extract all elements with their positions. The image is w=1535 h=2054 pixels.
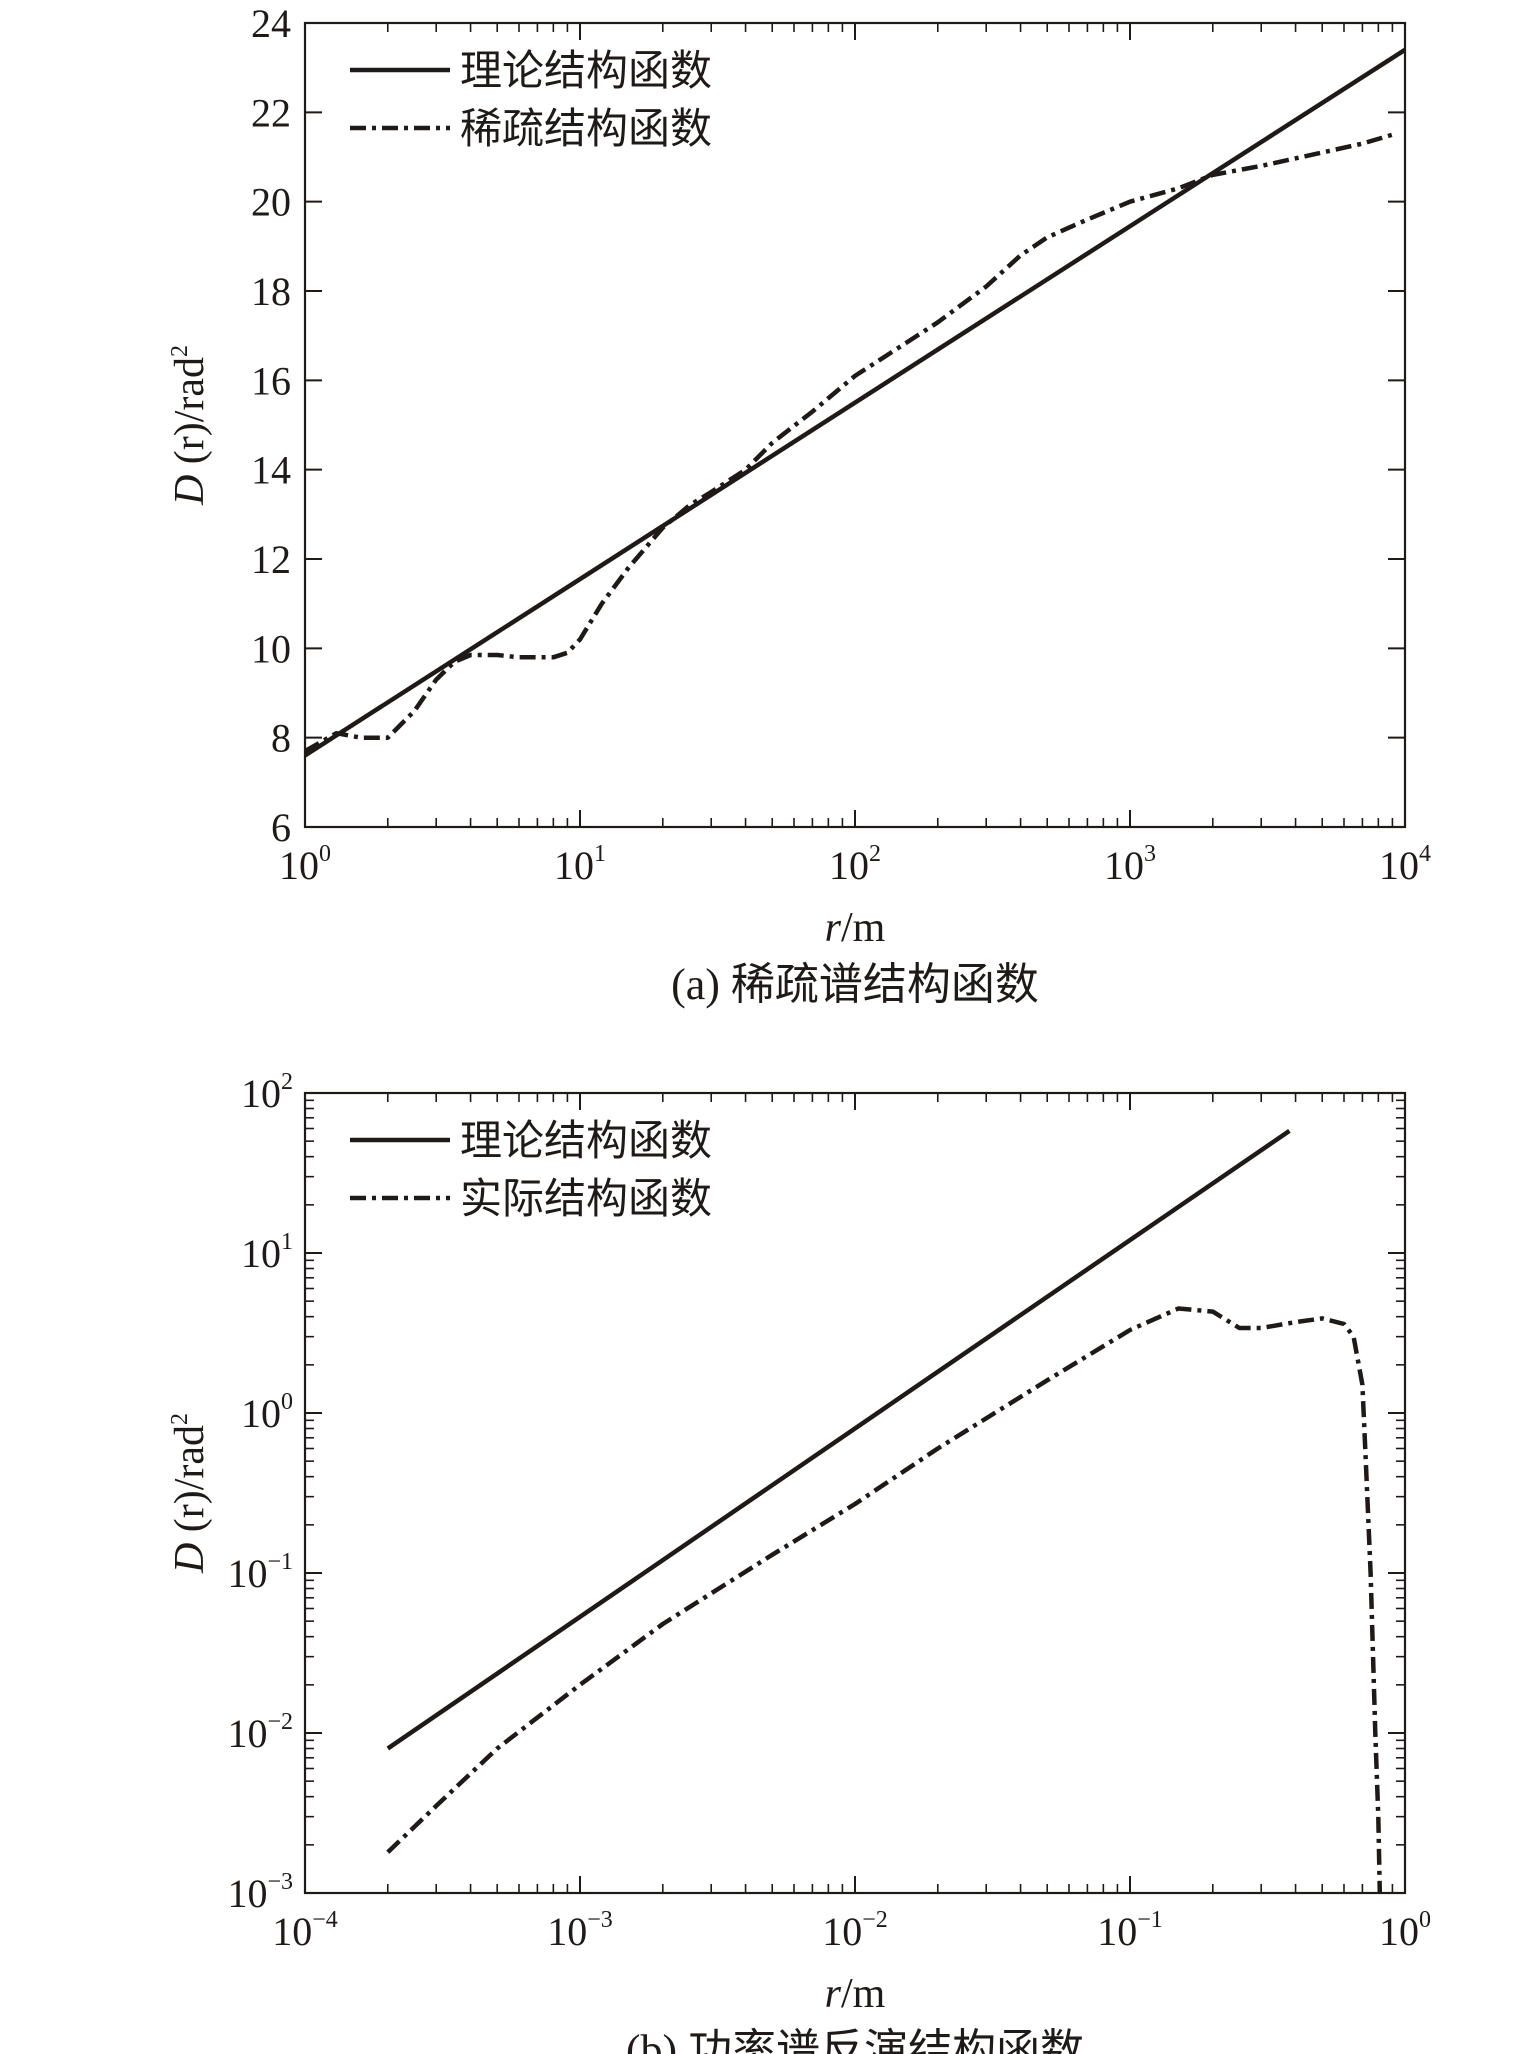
chart-b-structure-function: 10−4 10−3 10−2 10−1 10010−310−210−1100101102… — [167, 1069, 1431, 2054]
y-tick-label-exp: 0 — [281, 1389, 293, 1415]
x-tick-label-base: 10 — [1379, 843, 1419, 888]
x-axis-label: r/m — [825, 905, 886, 951]
x-tick-label-exp: 3 — [1144, 841, 1156, 867]
y-tick-label: 10−2 — [227, 1709, 293, 1756]
x-tick-label-base: 10 — [1104, 843, 1144, 888]
chart-a-structure-function: 100 101 102 103 104681012141618202224理论结构函数稀… — [167, 1, 1431, 1009]
x-tick-label: 103 — [1104, 841, 1156, 888]
y-axis-label-var: D — [167, 1543, 213, 1574]
y-axis-label-sup: 2 — [167, 1413, 193, 1425]
y-tick-label: 102 — [241, 1069, 293, 1116]
y-tick-label-base: 10 — [227, 1711, 267, 1756]
y-tick-label-exp: 1 — [281, 1229, 293, 1255]
y-tick-label: 10−1 — [227, 1549, 293, 1596]
x-tick-label-exp: 0 — [319, 841, 331, 867]
x-tick-label: 10−2 — [822, 1907, 888, 1954]
x-tick-label: 100 — [279, 841, 331, 888]
x-tick-label: 10−1 — [1097, 1907, 1163, 1954]
x-tick-label-exp: 1 — [594, 841, 606, 867]
figure-caption: (a) 稀疏谱结构函数 — [671, 960, 1039, 1009]
x-tick-label-exp: 4 — [1419, 841, 1431, 867]
y-axis-label-unit: (r)/rad — [167, 357, 213, 475]
y-tick-label-exp: 2 — [281, 1069, 293, 1095]
x-axis-label-var: r — [825, 1971, 842, 2017]
y-tick-label: 14 — [251, 448, 291, 493]
legend-label: 稀疏结构函数 — [460, 107, 712, 153]
x-tick-label-base: 10 — [272, 1909, 312, 1954]
x-tick-label: 100 — [1379, 1907, 1431, 1954]
y-axis-label: D (r)/rad2 — [167, 345, 213, 506]
series-line-theory — [386, 1129, 1291, 1751]
y-tick-label: 12 — [251, 537, 291, 582]
y-tick-label: 8 — [271, 716, 291, 761]
x-axis-label-unit: /m — [841, 1971, 886, 2017]
y-tick-label: 10−3 — [227, 1869, 293, 1916]
y-axis-label-unit: (r)/rad — [167, 1425, 213, 1543]
series-line-measured — [303, 132, 1394, 754]
y-tick-label-base: 10 — [241, 1231, 281, 1276]
legend-label: 理论结构函数 — [460, 1119, 712, 1165]
y-tick-label: 24 — [251, 1, 291, 46]
series-line-measured — [386, 1306, 1383, 1894]
y-tick-label-exp: −3 — [267, 1869, 293, 1895]
x-tick-label-base: 10 — [829, 843, 869, 888]
y-axis-label: D (r)/rad2 — [167, 1413, 213, 1574]
y-tick-label: 20 — [251, 180, 291, 225]
y-tick-label-exp: −2 — [267, 1709, 293, 1735]
x-tick-label-exp: 2 — [869, 841, 881, 867]
x-tick-label-base: 10 — [822, 1909, 862, 1954]
x-tick-label-exp: −4 — [312, 1907, 338, 1933]
legend-label: 实际结构函数 — [460, 1176, 712, 1223]
x-tick-label: 10−3 — [547, 1907, 613, 1954]
y-axis-label-sup: 2 — [167, 345, 193, 357]
y-tick-label-base: 10 — [241, 1071, 281, 1116]
y-tick-label: 18 — [251, 269, 291, 314]
x-tick-label-base: 10 — [279, 843, 319, 888]
y-tick-label: 101 — [241, 1229, 293, 1276]
y-tick-label-exp: −1 — [267, 1549, 293, 1575]
y-tick-label: 22 — [251, 90, 291, 135]
series-line-theory — [303, 47, 1407, 758]
x-tick-label-base: 10 — [1379, 1909, 1419, 1954]
y-tick-label: 16 — [251, 358, 291, 403]
x-tick-label: 104 — [1379, 841, 1431, 888]
x-tick-label: 101 — [554, 841, 606, 888]
x-tick-label-base: 10 — [1097, 1909, 1137, 1954]
y-axis-label-var: D — [167, 475, 213, 506]
y-tick-label-base: 10 — [241, 1391, 281, 1436]
figure-caption: (b) 功率谱反演结构函数 — [626, 2026, 1084, 2054]
x-tick-label: 10−4 — [272, 1907, 338, 1954]
x-tick-label-base: 10 — [547, 1909, 587, 1954]
y-tick-label: 6 — [271, 805, 291, 850]
x-tick-label-exp: −1 — [1137, 1907, 1163, 1933]
x-axis-label: r/m — [825, 1971, 886, 2017]
x-axis-label-var: r — [825, 905, 842, 951]
x-tick-label-exp: 0 — [1419, 1907, 1431, 1933]
legend-label: 理论结构函数 — [460, 49, 712, 95]
y-tick-label: 10 — [251, 626, 291, 671]
x-tick-label-exp: −2 — [862, 1907, 888, 1933]
x-tick-label-base: 10 — [554, 843, 594, 888]
x-tick-label: 102 — [829, 841, 881, 888]
x-tick-label-exp: −3 — [587, 1907, 613, 1933]
y-tick-label-base: 10 — [227, 1871, 267, 1916]
y-tick-label-base: 10 — [227, 1551, 267, 1596]
y-tick-label: 100 — [241, 1389, 293, 1436]
x-axis-label-unit: /m — [841, 905, 886, 951]
